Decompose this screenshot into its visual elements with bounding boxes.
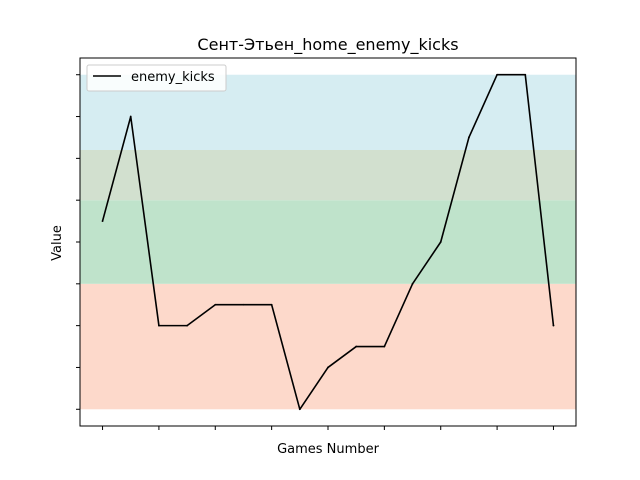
data-point — [355, 345, 358, 348]
data-point — [439, 241, 442, 243]
data-point — [327, 366, 329, 369]
data-point — [496, 73, 498, 76]
background-band-2 — [80, 150, 576, 201]
axes-frame — [79, 57, 577, 427]
data-point — [524, 73, 527, 76]
data-point — [552, 324, 555, 327]
data-point — [468, 136, 470, 139]
data-point — [101, 220, 104, 222]
data-point — [129, 115, 132, 118]
data-point — [158, 324, 160, 327]
y-axis-label: Value — [50, 225, 65, 261]
legend: enemy_kicks — [86, 64, 227, 92]
data-point — [383, 345, 386, 348]
data-point — [214, 303, 217, 306]
data-point — [411, 282, 414, 285]
data-point — [298, 408, 301, 411]
data-point — [186, 324, 188, 327]
legend-label-enemy_kicks: enemy_kicks — [131, 70, 215, 85]
background-bands — [80, 74, 576, 410]
x-axis-label: Games Number — [277, 442, 379, 457]
series-layer — [101, 73, 555, 411]
data-point — [242, 303, 245, 306]
background-band-1 — [80, 200, 576, 284]
chart-title: Сент-Этьен_home_enemy_kicks — [197, 35, 458, 55]
background-band-0 — [80, 283, 576, 410]
data-point — [270, 303, 273, 306]
x-axis-ticks — [102, 426, 554, 430]
legend-box — [86, 64, 227, 92]
y-axis-ticks — [76, 74, 80, 410]
